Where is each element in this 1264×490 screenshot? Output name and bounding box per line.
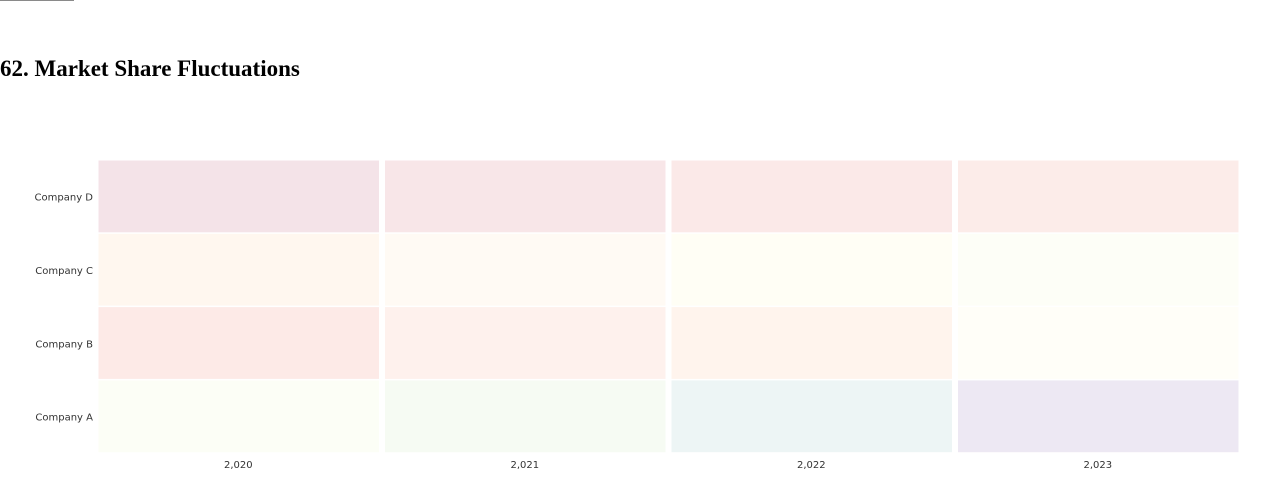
y-tick-label: Company B [35,339,93,350]
heatmap-cell [385,233,666,306]
x-tick-label: 2,020 [224,460,253,471]
heatmap-cell [671,160,952,233]
heatmap-cell [671,380,952,453]
top-divider [0,0,74,1]
heatmap-cell [671,233,952,306]
heatmap-cell [958,307,1239,379]
heatmap-cell [385,160,666,233]
heatmap-cell [958,380,1239,453]
heatmap-cell [98,160,379,233]
x-axis-labels: 2,020 2,021 2,022 2,023 [224,460,1112,471]
x-tick-label: 2,022 [797,460,826,471]
heatmap-cell [958,160,1239,233]
y-axis-labels: Company D Company C Company B Company A [35,193,94,424]
heatmap-cell [98,307,379,379]
heatmap-cell [98,233,379,306]
x-tick-label: 2,021 [510,460,539,471]
heatmap-cell [385,380,666,453]
heatmap-cell [671,307,952,379]
heatmap-cell [98,380,379,453]
heatmap-cell [385,307,666,379]
x-tick-label: 2,023 [1083,460,1112,471]
y-tick-label: Company A [35,413,93,424]
y-tick-label: Company D [35,193,94,204]
heatmap-cells [98,160,1239,453]
heatmap-cell [958,233,1239,306]
y-tick-label: Company C [35,266,93,277]
page-title: 62. Market Share Fluctuations [0,56,300,81]
